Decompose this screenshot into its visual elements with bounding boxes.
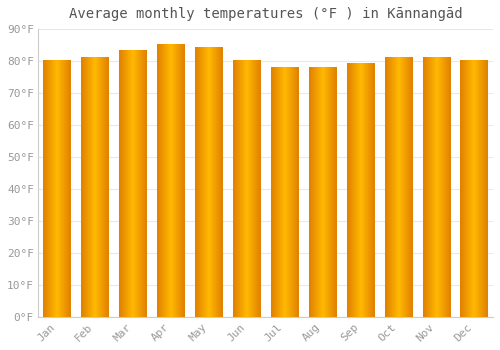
Title: Average monthly temperatures (°F ) in Kānnangād: Average monthly temperatures (°F ) in Kā…: [69, 7, 462, 21]
